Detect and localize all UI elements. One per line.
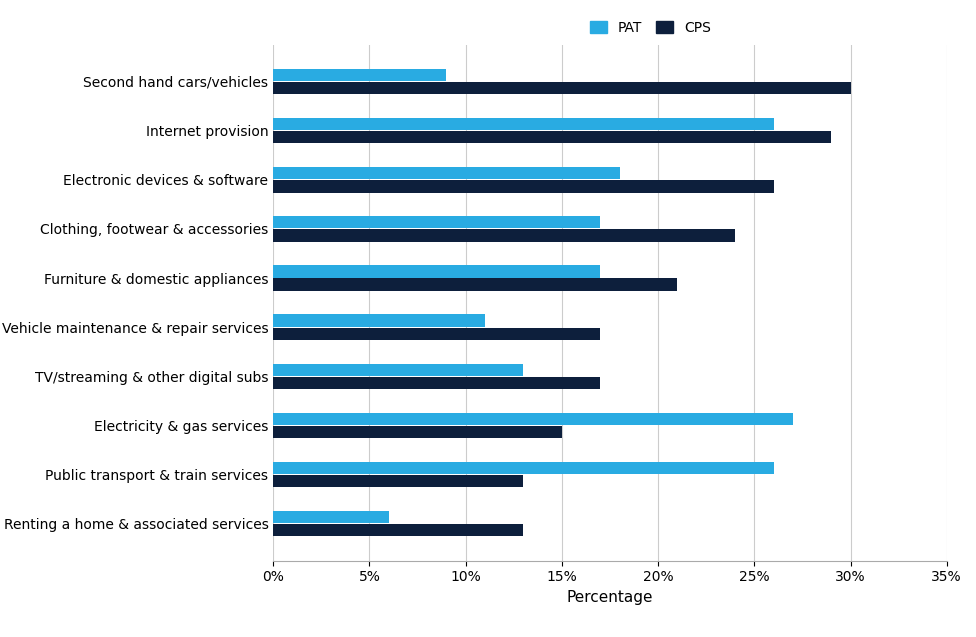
Bar (273, 69, 446, 81)
Bar (273, 475, 523, 487)
Bar (273, 229, 735, 241)
Bar (273, 118, 774, 130)
Bar (273, 315, 485, 327)
Bar (273, 131, 832, 143)
Bar (273, 413, 793, 425)
Bar (273, 278, 677, 290)
Bar (273, 364, 523, 376)
Bar (273, 265, 600, 278)
Bar (273, 327, 600, 340)
Bar (273, 82, 850, 94)
Bar (273, 462, 774, 474)
X-axis label: Percentage: Percentage (567, 590, 653, 605)
Bar (273, 524, 523, 536)
Bar (273, 376, 600, 389)
Bar (273, 511, 388, 523)
Bar (273, 167, 620, 179)
Legend: PAT, CPS: PAT, CPS (585, 15, 716, 41)
Bar (273, 426, 562, 438)
Bar (273, 180, 774, 192)
Bar (273, 216, 600, 229)
